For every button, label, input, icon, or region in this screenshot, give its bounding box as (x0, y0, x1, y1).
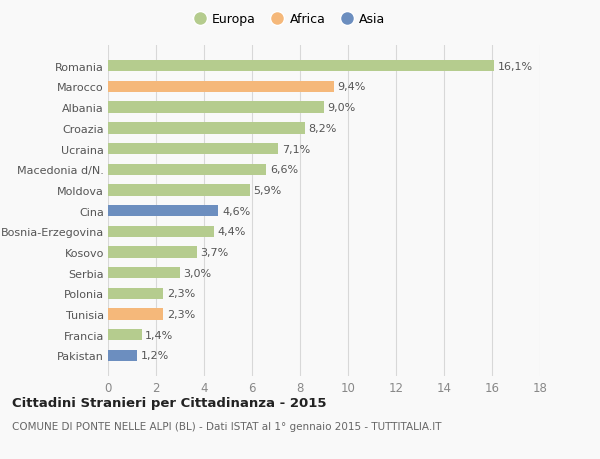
Bar (108, 123, 305, 134)
Text: 1,4%: 1,4% (145, 330, 173, 340)
Text: 1,2%: 1,2% (140, 351, 169, 361)
Bar (108, 288, 163, 299)
Bar (108, 309, 163, 320)
Bar (108, 164, 266, 175)
Bar (108, 350, 137, 361)
Text: 6,6%: 6,6% (270, 165, 298, 175)
Text: Cittadini Stranieri per Cittadinanza - 2015: Cittadini Stranieri per Cittadinanza - 2… (12, 396, 326, 409)
Bar (108, 247, 197, 258)
Text: 5,9%: 5,9% (253, 185, 281, 196)
Text: 4,4%: 4,4% (217, 227, 245, 237)
Bar (108, 82, 334, 93)
Text: 7,1%: 7,1% (282, 144, 310, 154)
Text: COMUNE DI PONTE NELLE ALPI (BL) - Dati ISTAT al 1° gennaio 2015 - TUTTITALIA.IT: COMUNE DI PONTE NELLE ALPI (BL) - Dati I… (12, 421, 442, 431)
Bar (108, 268, 180, 279)
Text: 8,2%: 8,2% (308, 123, 337, 134)
Text: 3,7%: 3,7% (200, 247, 229, 257)
Bar (108, 144, 278, 155)
Text: 9,0%: 9,0% (328, 103, 356, 113)
Bar (108, 206, 218, 217)
Text: 2,3%: 2,3% (167, 309, 195, 319)
Bar (108, 226, 214, 237)
Bar (108, 102, 324, 113)
Text: 16,1%: 16,1% (498, 62, 533, 72)
Text: 4,6%: 4,6% (222, 206, 250, 216)
Bar (108, 185, 250, 196)
Legend: Europa, Africa, Asia: Europa, Africa, Asia (190, 9, 389, 30)
Bar (108, 330, 142, 341)
Text: 2,3%: 2,3% (167, 289, 195, 299)
Text: 9,4%: 9,4% (337, 82, 365, 92)
Text: 3,0%: 3,0% (184, 268, 212, 278)
Bar (108, 61, 494, 72)
